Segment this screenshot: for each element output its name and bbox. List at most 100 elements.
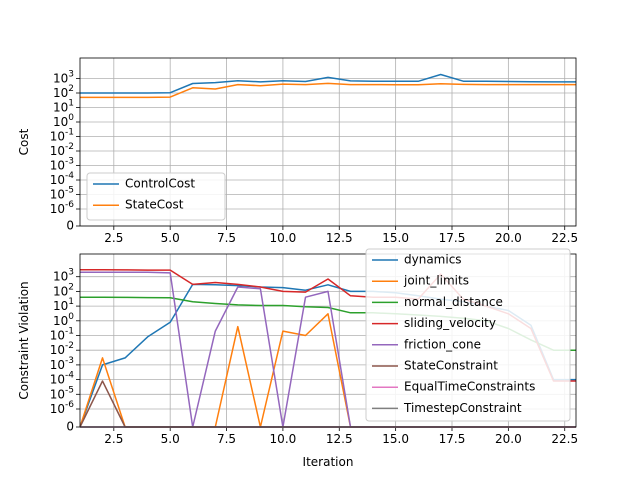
tick-label-exponent: -3 xyxy=(65,156,74,166)
tick-label-exponent: 2 xyxy=(68,84,74,94)
tick-label-exponent: -6 xyxy=(65,200,74,210)
x-tick-label: 22.5 xyxy=(551,432,578,446)
tick-label-base: 10 xyxy=(53,100,68,114)
legend: ControlCost StateCost xyxy=(86,172,226,221)
legend-entry: EqualTimeConstraints xyxy=(404,380,535,394)
tick-label-base: 10 xyxy=(50,357,65,371)
tick-label-base: 10 xyxy=(53,269,68,283)
y-tick-label: 10-4 xyxy=(50,171,75,187)
tick-label-exponent: 3 xyxy=(68,69,74,79)
tick-label-base: 10 xyxy=(53,313,68,327)
y-tick-label: 103 xyxy=(53,267,74,283)
x-tick-label: 5.0 xyxy=(161,432,180,446)
tick-label-exponent: -5 xyxy=(65,385,74,395)
tick-label-base: 10 xyxy=(50,144,65,158)
x-tick-label: 12.5 xyxy=(326,432,353,446)
tick-label-base: 10 xyxy=(50,158,65,172)
tick-label-base: 10 xyxy=(50,202,65,216)
constraint-violation-chart: 2.5 5.0 7.5 10.0 12.5 15.0 17.5 20.0 22.5010-610… xyxy=(17,248,578,469)
x-tick-label: 2.5 xyxy=(104,231,123,245)
tick-label-base: 10 xyxy=(50,173,65,187)
legend-entry: StateCost xyxy=(125,198,184,212)
x-tick-label: 12.5 xyxy=(326,231,353,245)
y-tick-label: 10-6 xyxy=(50,400,75,416)
tick-label-base: 10 xyxy=(53,115,68,129)
x-tick-label: 17.5 xyxy=(439,432,466,446)
series-line-StateCost xyxy=(80,82,576,99)
x-tick-label: 7.5 xyxy=(217,231,236,245)
tick-label-exponent: 1 xyxy=(68,297,74,307)
x-tick-label: 2.5 xyxy=(104,432,123,446)
y-tick-label: 10-3 xyxy=(50,355,74,371)
tick-label-exponent: 1 xyxy=(68,98,74,108)
y-tick-label: 10-5 xyxy=(50,185,74,201)
tick-label-base: 10 xyxy=(50,187,65,201)
x-tick-label: 5.0 xyxy=(161,231,180,245)
tick-label-base: 10 xyxy=(50,343,65,357)
x-tick-label: 10.0 xyxy=(270,231,297,245)
tick-label-exponent: -5 xyxy=(65,185,74,195)
y-tick-label: 0 xyxy=(66,219,74,233)
y-tick-label: 10-1 xyxy=(50,127,74,143)
tick-label-exponent: -2 xyxy=(65,341,74,351)
tick-label-base: 10 xyxy=(50,402,65,416)
y-tick-label: 100 xyxy=(53,113,74,129)
y-axis-label: Cost xyxy=(17,128,31,155)
axes-frame xyxy=(79,57,577,227)
legend-box xyxy=(86,172,226,221)
y-tick-label: 10-6 xyxy=(50,200,75,216)
tick-label-base: 10 xyxy=(50,129,65,143)
x-tick-label: 7.5 xyxy=(217,432,236,446)
y-tick-label: 0 xyxy=(66,420,74,434)
tick-label-base: 10 xyxy=(53,71,68,85)
axes-frame xyxy=(79,253,577,428)
tick-label-exponent: -6 xyxy=(65,400,74,410)
tick-label-exponent: -1 xyxy=(65,326,74,336)
y-tick-label: 102 xyxy=(53,282,74,298)
legend-entry: StateConstraint xyxy=(404,359,498,373)
tick-label-base: 10 xyxy=(50,372,65,386)
legend-entry: normal_distance xyxy=(404,295,503,309)
legend-entry: TimestepConstraint xyxy=(403,401,522,415)
tick-label-base: 10 xyxy=(53,86,68,100)
legend-entry: sliding_velocity xyxy=(404,316,496,330)
y-tick-label: 103 xyxy=(53,69,74,85)
x-tick-label: 17.5 xyxy=(439,231,466,245)
y-tick-label: 10-2 xyxy=(50,142,74,158)
y-tick-label: 101 xyxy=(53,297,74,313)
legend: dynamics joint_limits normal_distanceslidi… xyxy=(365,248,571,422)
x-tick-label: 10.0 xyxy=(270,432,297,446)
tick-label-base: 10 xyxy=(50,328,65,342)
tick-label-base: 10 xyxy=(53,299,68,313)
legend-entry: dynamics xyxy=(404,253,462,267)
legend-entry: friction_cone xyxy=(404,337,481,351)
y-tick-label: 10-5 xyxy=(50,385,74,401)
tick-label-base: 10 xyxy=(53,284,68,298)
tick-label-exponent: -4 xyxy=(65,370,74,380)
tick-label-exponent: 0 xyxy=(68,113,74,123)
tick-label-base: 10 xyxy=(50,387,65,401)
y-tick-label: 10-1 xyxy=(50,326,74,342)
y-tick-label: 100 xyxy=(53,311,74,327)
x-tick-label: 22.5 xyxy=(551,231,578,245)
y-tick-label: 10-3 xyxy=(50,156,74,172)
tick-label-exponent: -3 xyxy=(65,355,74,365)
x-axis-label: Iteration xyxy=(303,455,354,469)
x-tick-label: 20.0 xyxy=(495,231,522,245)
y-tick-label: 102 xyxy=(53,84,74,100)
y-tick-label: 101 xyxy=(53,98,74,114)
legend-entry: joint_limits xyxy=(403,274,469,288)
cost-chart: 2.5 5.0 7.5 10.0 12.5 15.0 17.5 20.0 22.5010-610… xyxy=(17,57,578,245)
series-line-ControlCost xyxy=(80,73,576,94)
y-tick-label: 10-4 xyxy=(50,370,75,386)
x-tick-label: 20.0 xyxy=(495,432,522,446)
tick-label-exponent: -2 xyxy=(65,142,74,152)
tick-label-exponent: 0 xyxy=(68,311,74,321)
tick-label-exponent: 2 xyxy=(68,282,74,292)
x-tick-label: 15.0 xyxy=(382,231,409,245)
x-tick-label: 15.0 xyxy=(382,432,409,446)
tick-label-exponent: -1 xyxy=(65,127,74,137)
legend-entry: ControlCost xyxy=(125,177,195,191)
y-axis-label: Constraint Violation xyxy=(17,281,31,399)
